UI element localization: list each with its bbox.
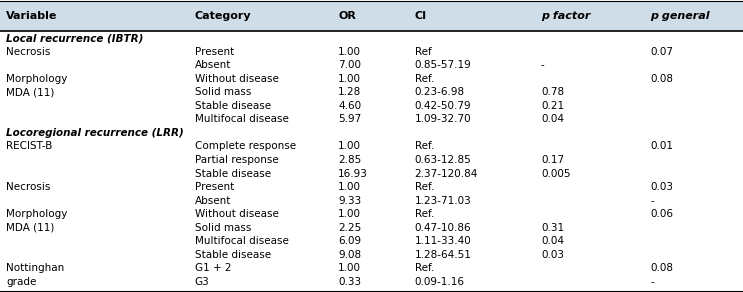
Text: 0.78: 0.78 <box>541 87 564 97</box>
Text: p factor: p factor <box>541 11 590 21</box>
Text: RECIST-B: RECIST-B <box>6 141 52 152</box>
Text: Absent: Absent <box>195 196 231 206</box>
Text: 0.47-10.86: 0.47-10.86 <box>415 223 471 233</box>
Text: 0.04: 0.04 <box>541 236 564 246</box>
Text: Ref.: Ref. <box>415 263 434 273</box>
Text: Ref.: Ref. <box>415 182 434 192</box>
Text: 0.08: 0.08 <box>650 74 673 84</box>
Text: 0.06: 0.06 <box>650 209 673 219</box>
Text: 1.23-71.03: 1.23-71.03 <box>415 196 471 206</box>
Text: -: - <box>650 277 654 287</box>
Text: 1.09-32.70: 1.09-32.70 <box>415 114 471 124</box>
Text: Morphology: Morphology <box>6 209 68 219</box>
Text: 1.28: 1.28 <box>338 87 361 97</box>
Text: 0.03: 0.03 <box>541 250 564 260</box>
Text: Stable disease: Stable disease <box>195 168 270 178</box>
Text: 4.60: 4.60 <box>338 101 361 111</box>
Text: 7.00: 7.00 <box>338 60 361 70</box>
Text: 0.07: 0.07 <box>650 47 673 57</box>
Text: Complete response: Complete response <box>195 141 296 152</box>
Text: 2.25: 2.25 <box>338 223 361 233</box>
Text: 1.00: 1.00 <box>338 47 361 57</box>
Text: Ref.: Ref. <box>415 209 434 219</box>
Text: 2.85: 2.85 <box>338 155 361 165</box>
Text: 1.28-64.51: 1.28-64.51 <box>415 250 472 260</box>
Text: grade: grade <box>6 277 36 287</box>
Text: Present: Present <box>195 182 234 192</box>
Text: Morphology: Morphology <box>6 74 68 84</box>
Text: 0.09-1.16: 0.09-1.16 <box>415 277 464 287</box>
Text: 0.08: 0.08 <box>650 263 673 273</box>
Text: 2.37-120.84: 2.37-120.84 <box>415 168 478 178</box>
Text: -: - <box>541 60 545 70</box>
Text: Necrosis: Necrosis <box>6 47 51 57</box>
Text: 0.04: 0.04 <box>541 114 564 124</box>
Text: 1.00: 1.00 <box>338 209 361 219</box>
Text: Present: Present <box>195 47 234 57</box>
Text: Ref: Ref <box>415 47 432 57</box>
Text: Local recurrence (IBTR): Local recurrence (IBTR) <box>6 33 143 43</box>
Text: Absent: Absent <box>195 60 231 70</box>
Text: 0.01: 0.01 <box>650 141 673 152</box>
Text: -: - <box>650 196 654 206</box>
Text: 0.21: 0.21 <box>541 101 564 111</box>
Text: Without disease: Without disease <box>195 74 279 84</box>
Text: Multifocal disease: Multifocal disease <box>195 236 288 246</box>
Text: 6.09: 6.09 <box>338 236 361 246</box>
Bar <box>0 1 743 31</box>
Text: Stable disease: Stable disease <box>195 250 270 260</box>
Text: Without disease: Without disease <box>195 209 279 219</box>
Text: 0.31: 0.31 <box>541 223 564 233</box>
Text: CI: CI <box>415 11 426 21</box>
Text: 5.97: 5.97 <box>338 114 361 124</box>
Text: Necrosis: Necrosis <box>6 182 51 192</box>
Text: 9.08: 9.08 <box>338 250 361 260</box>
Text: Solid mass: Solid mass <box>195 87 251 97</box>
Text: 0.42-50.79: 0.42-50.79 <box>415 101 471 111</box>
Text: Partial response: Partial response <box>195 155 279 165</box>
Text: 1.11-33.40: 1.11-33.40 <box>415 236 471 246</box>
Text: 0.23-6.98: 0.23-6.98 <box>415 87 464 97</box>
Text: MDA (11): MDA (11) <box>6 223 54 233</box>
Text: 1.00: 1.00 <box>338 263 361 273</box>
Text: 0.005: 0.005 <box>541 168 571 178</box>
Text: MDA (11): MDA (11) <box>6 87 54 97</box>
Text: 0.63-12.85: 0.63-12.85 <box>415 155 471 165</box>
Text: G1 + 2: G1 + 2 <box>195 263 231 273</box>
Text: Solid mass: Solid mass <box>195 223 251 233</box>
Text: Ref.: Ref. <box>415 74 434 84</box>
Text: Locoregional recurrence (LRR): Locoregional recurrence (LRR) <box>6 128 184 138</box>
Text: 0.85-57.19: 0.85-57.19 <box>415 60 471 70</box>
Text: 16.93: 16.93 <box>338 168 368 178</box>
Text: 0.33: 0.33 <box>338 277 361 287</box>
Text: 0.03: 0.03 <box>650 182 673 192</box>
Text: Nottinghan: Nottinghan <box>6 263 64 273</box>
Text: Variable: Variable <box>6 11 57 21</box>
Text: 0.17: 0.17 <box>541 155 564 165</box>
Text: 1.00: 1.00 <box>338 182 361 192</box>
Text: Multifocal disease: Multifocal disease <box>195 114 288 124</box>
Text: p general: p general <box>650 11 710 21</box>
Text: OR: OR <box>338 11 356 21</box>
Text: Category: Category <box>195 11 251 21</box>
Text: Stable disease: Stable disease <box>195 101 270 111</box>
Text: 1.00: 1.00 <box>338 74 361 84</box>
Text: 9.33: 9.33 <box>338 196 361 206</box>
Text: Ref.: Ref. <box>415 141 434 152</box>
Text: G3: G3 <box>195 277 210 287</box>
Text: 1.00: 1.00 <box>338 141 361 152</box>
